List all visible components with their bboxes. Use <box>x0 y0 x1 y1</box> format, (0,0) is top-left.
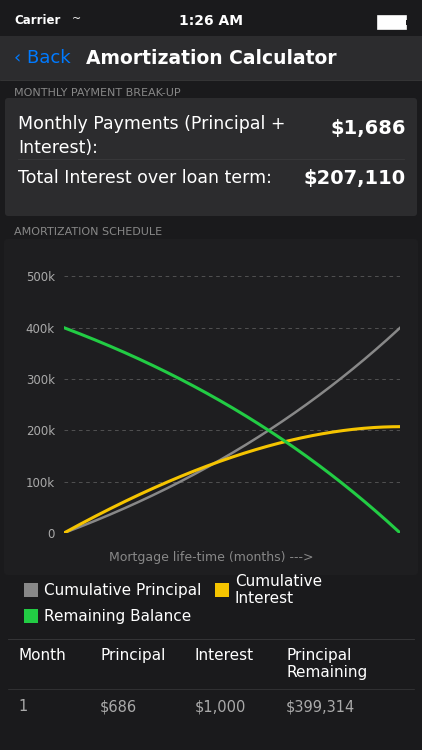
Text: Principal
Remaining: Principal Remaining <box>286 648 367 680</box>
Bar <box>0 36 422 80</box>
Text: Monthly Payments (Principal +
Interest):: Monthly Payments (Principal + Interest): <box>18 115 286 157</box>
FancyBboxPatch shape <box>5 98 417 216</box>
Text: Amortization Calculator: Amortization Calculator <box>86 49 336 68</box>
Text: 1:26 AM: 1:26 AM <box>179 14 243 28</box>
Bar <box>406 20 409 25</box>
Text: ~: ~ <box>72 14 81 24</box>
Text: Cumulative
Interest: Cumulative Interest <box>235 574 322 606</box>
Text: $1,686: $1,686 <box>330 119 406 138</box>
Bar <box>215 583 229 597</box>
FancyBboxPatch shape <box>4 239 418 575</box>
Text: $399,314: $399,314 <box>286 699 355 714</box>
Text: ‹ Back: ‹ Back <box>14 49 70 67</box>
Text: $686: $686 <box>100 699 137 714</box>
Text: Interest: Interest <box>195 648 254 663</box>
Text: $207,110: $207,110 <box>304 169 406 188</box>
Text: AMORTIZATION SCHEDULE: AMORTIZATION SCHEDULE <box>14 227 162 237</box>
Text: 1: 1 <box>18 699 27 714</box>
Text: Mortgage life-time (months) --->: Mortgage life-time (months) ---> <box>109 550 313 563</box>
Text: Remaining Balance: Remaining Balance <box>44 608 191 623</box>
Bar <box>24 583 38 597</box>
Text: MONTHLY PAYMENT BREAK-UP: MONTHLY PAYMENT BREAK-UP <box>14 88 181 98</box>
Text: $1,000: $1,000 <box>195 699 246 714</box>
Bar <box>24 609 38 623</box>
Text: Carrier: Carrier <box>14 14 60 27</box>
Text: Total Interest over loan term:: Total Interest over loan term: <box>18 169 272 187</box>
Bar <box>378 16 406 29</box>
Text: Principal: Principal <box>100 648 165 663</box>
Text: Cumulative Principal: Cumulative Principal <box>44 583 201 598</box>
Text: Month: Month <box>18 648 66 663</box>
